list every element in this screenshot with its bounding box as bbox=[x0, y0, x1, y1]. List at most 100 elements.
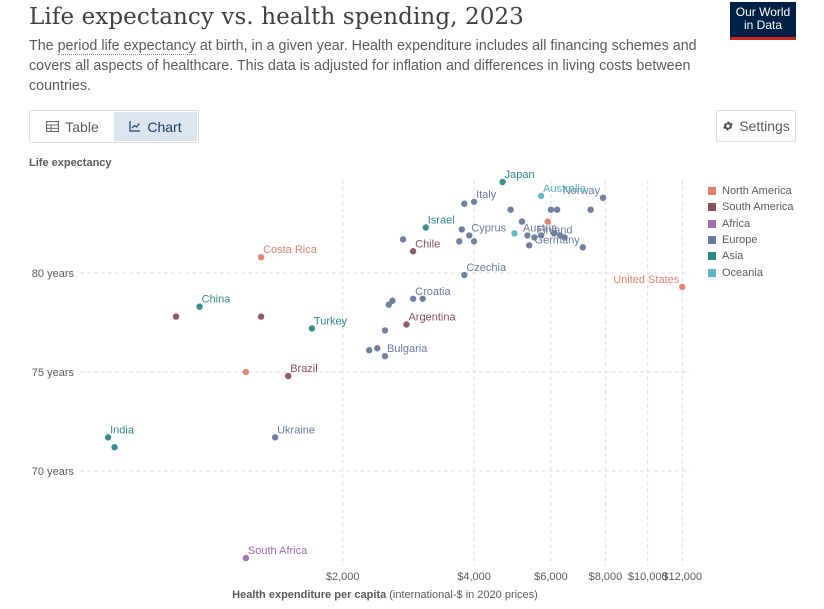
point-israel bbox=[422, 224, 429, 231]
point-united-states bbox=[679, 283, 686, 291]
label-australia: Australia bbox=[543, 183, 587, 195]
x-tick-label: $4,000 bbox=[457, 571, 491, 583]
point-costa-rica bbox=[257, 254, 265, 261]
point-czechia bbox=[461, 271, 468, 279]
owid-logo[interactable]: Our World in Data bbox=[730, 2, 796, 40]
legend-label: Africa bbox=[722, 217, 751, 230]
y-axis-title: Life expectancy bbox=[29, 157, 112, 169]
point bbox=[544, 218, 551, 225]
legend-swatch bbox=[708, 268, 716, 277]
legend-label: North America bbox=[722, 185, 792, 198]
label-germany: Germany bbox=[535, 234, 581, 246]
label-argentina: Argentina bbox=[408, 312, 456, 324]
point bbox=[553, 206, 561, 213]
legend-swatch bbox=[708, 236, 716, 245]
legend-item-south-america[interactable]: South America bbox=[708, 199, 794, 215]
tab-table[interactable]: Table bbox=[31, 112, 114, 141]
label-cyprus: Cyprus bbox=[471, 222, 506, 234]
x-tick-label: $8,000 bbox=[589, 571, 623, 583]
point bbox=[456, 238, 463, 245]
x-tick-label: $6,000 bbox=[534, 571, 568, 583]
logo-line-1: Our World bbox=[735, 5, 791, 19]
label-south-africa: South Africa bbox=[248, 545, 308, 557]
label-brazil: Brazil bbox=[290, 363, 318, 375]
legend-label: Asia bbox=[722, 250, 744, 263]
label-czechia: Czechia bbox=[466, 262, 507, 274]
gear-icon bbox=[723, 121, 733, 131]
chart-title: Life expectancy vs. health spending, 202… bbox=[29, 4, 524, 30]
chart-subtitle: The period life expectancy at birth, in … bbox=[29, 36, 719, 96]
label-israel: Israel bbox=[428, 215, 455, 227]
legend-swatch bbox=[708, 252, 716, 261]
tab-chart[interactable]: Chart bbox=[114, 112, 197, 141]
point-bulgaria bbox=[381, 352, 389, 360]
point bbox=[511, 230, 518, 237]
label-austria: Austria bbox=[523, 222, 558, 234]
point-australia bbox=[537, 192, 545, 200]
point-finland bbox=[531, 234, 538, 241]
point-turkey bbox=[308, 325, 316, 332]
point bbox=[399, 236, 407, 243]
chart-icon bbox=[129, 121, 141, 132]
point-ukraine bbox=[271, 434, 279, 441]
point bbox=[381, 327, 389, 334]
point bbox=[587, 206, 594, 213]
label-turkey: Turkey bbox=[314, 315, 348, 327]
point bbox=[257, 313, 265, 320]
label-bulgaria: Bulgaria bbox=[387, 343, 428, 355]
point-norway bbox=[599, 194, 607, 202]
legend-item-oceania[interactable]: Oceania bbox=[708, 264, 794, 280]
y-tick-label: 75 years bbox=[32, 367, 75, 379]
legend-label: Oceania bbox=[722, 266, 763, 279]
point bbox=[458, 226, 466, 233]
legend-item-north-america[interactable]: North America bbox=[708, 183, 794, 199]
point bbox=[374, 345, 381, 352]
legend-item-europe[interactable]: Europe bbox=[708, 232, 794, 248]
settings-label: Settings bbox=[739, 118, 790, 134]
legend-item-africa[interactable]: Africa bbox=[708, 216, 794, 232]
y-tick-label: 70 years bbox=[32, 466, 75, 478]
x-tick-label: $10,000 bbox=[628, 571, 668, 583]
x-tick-label: $12,000 bbox=[662, 571, 702, 583]
point bbox=[561, 234, 568, 241]
point-italy bbox=[470, 198, 478, 205]
point bbox=[365, 347, 373, 354]
point bbox=[518, 218, 526, 225]
legend: North America South America Africa Europe As… bbox=[708, 183, 794, 281]
point-japan bbox=[499, 178, 506, 186]
legend-item-asia[interactable]: Asia bbox=[708, 248, 794, 264]
x-tick-label: $2,000 bbox=[326, 571, 360, 583]
label-china: China bbox=[202, 294, 232, 306]
point-germany bbox=[579, 244, 587, 251]
subtitle-pre: The bbox=[29, 38, 58, 54]
point bbox=[419, 295, 426, 302]
label-finland: Finland bbox=[536, 224, 572, 236]
view-tabs: Table Chart bbox=[29, 110, 199, 143]
tab-table-label: Table bbox=[65, 118, 99, 135]
point-china bbox=[196, 303, 203, 310]
label-costa-rica: Costa Rica bbox=[263, 244, 318, 256]
x-axis-title: Health expenditure per capita (internati… bbox=[0, 589, 770, 601]
point-cyprus bbox=[466, 232, 473, 239]
label-ukraine: Ukraine bbox=[277, 424, 315, 436]
legend-swatch bbox=[708, 219, 716, 228]
settings-button[interactable]: Settings bbox=[716, 110, 796, 142]
point bbox=[470, 238, 478, 245]
legend-swatch bbox=[708, 187, 716, 196]
point bbox=[524, 232, 531, 239]
label-chile: Chile bbox=[415, 238, 440, 250]
point-croatia bbox=[409, 295, 417, 302]
x-axis-title-main: Health expenditure per capita bbox=[232, 589, 387, 601]
period-life-expectancy-link[interactable]: period life expectancy bbox=[57, 38, 196, 55]
point bbox=[461, 200, 468, 207]
point bbox=[385, 301, 392, 308]
point bbox=[172, 313, 180, 320]
logo-line-2: in Data bbox=[743, 17, 783, 32]
tab-chart-label: Chart bbox=[147, 118, 182, 135]
point-south-africa bbox=[242, 554, 250, 562]
x-axis-title-unit: (international-$ in 2020 prices) bbox=[386, 589, 538, 601]
label-italy: Italy bbox=[476, 189, 497, 201]
point-india bbox=[104, 434, 112, 441]
legend-label: South America bbox=[722, 201, 794, 214]
point bbox=[111, 444, 118, 451]
